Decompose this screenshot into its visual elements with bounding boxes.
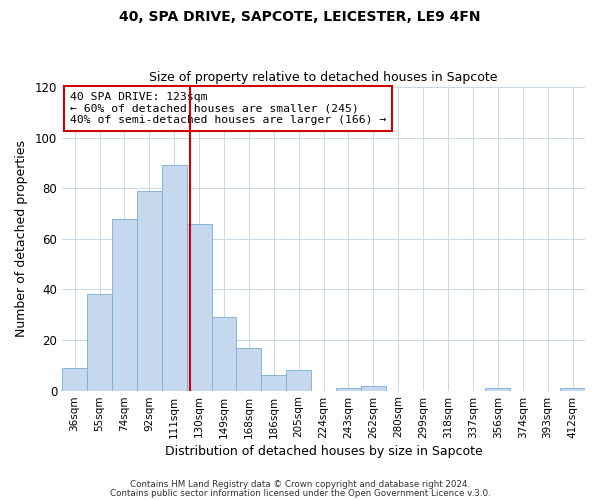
Y-axis label: Number of detached properties: Number of detached properties	[15, 140, 28, 338]
Bar	[336, 388, 361, 390]
Bar	[286, 370, 311, 390]
Bar	[560, 388, 585, 390]
Bar	[236, 348, 262, 391]
Bar	[162, 166, 187, 390]
Text: 40, SPA DRIVE, SAPCOTE, LEICESTER, LE9 4FN: 40, SPA DRIVE, SAPCOTE, LEICESTER, LE9 4…	[119, 10, 481, 24]
Bar	[187, 224, 212, 390]
Text: 40 SPA DRIVE: 123sqm
← 60% of detached houses are smaller (245)
40% of semi-deta: 40 SPA DRIVE: 123sqm ← 60% of detached h…	[70, 92, 386, 125]
Bar	[112, 218, 137, 390]
Bar	[262, 376, 286, 390]
Bar	[87, 294, 112, 390]
Text: Contains public sector information licensed under the Open Government Licence v.: Contains public sector information licen…	[110, 488, 490, 498]
Bar	[137, 191, 162, 390]
Bar	[485, 388, 511, 390]
Bar	[212, 317, 236, 390]
Bar	[62, 368, 87, 390]
Text: Contains HM Land Registry data © Crown copyright and database right 2024.: Contains HM Land Registry data © Crown c…	[130, 480, 470, 489]
Title: Size of property relative to detached houses in Sapcote: Size of property relative to detached ho…	[149, 72, 498, 85]
X-axis label: Distribution of detached houses by size in Sapcote: Distribution of detached houses by size …	[165, 444, 482, 458]
Bar	[361, 386, 386, 390]
